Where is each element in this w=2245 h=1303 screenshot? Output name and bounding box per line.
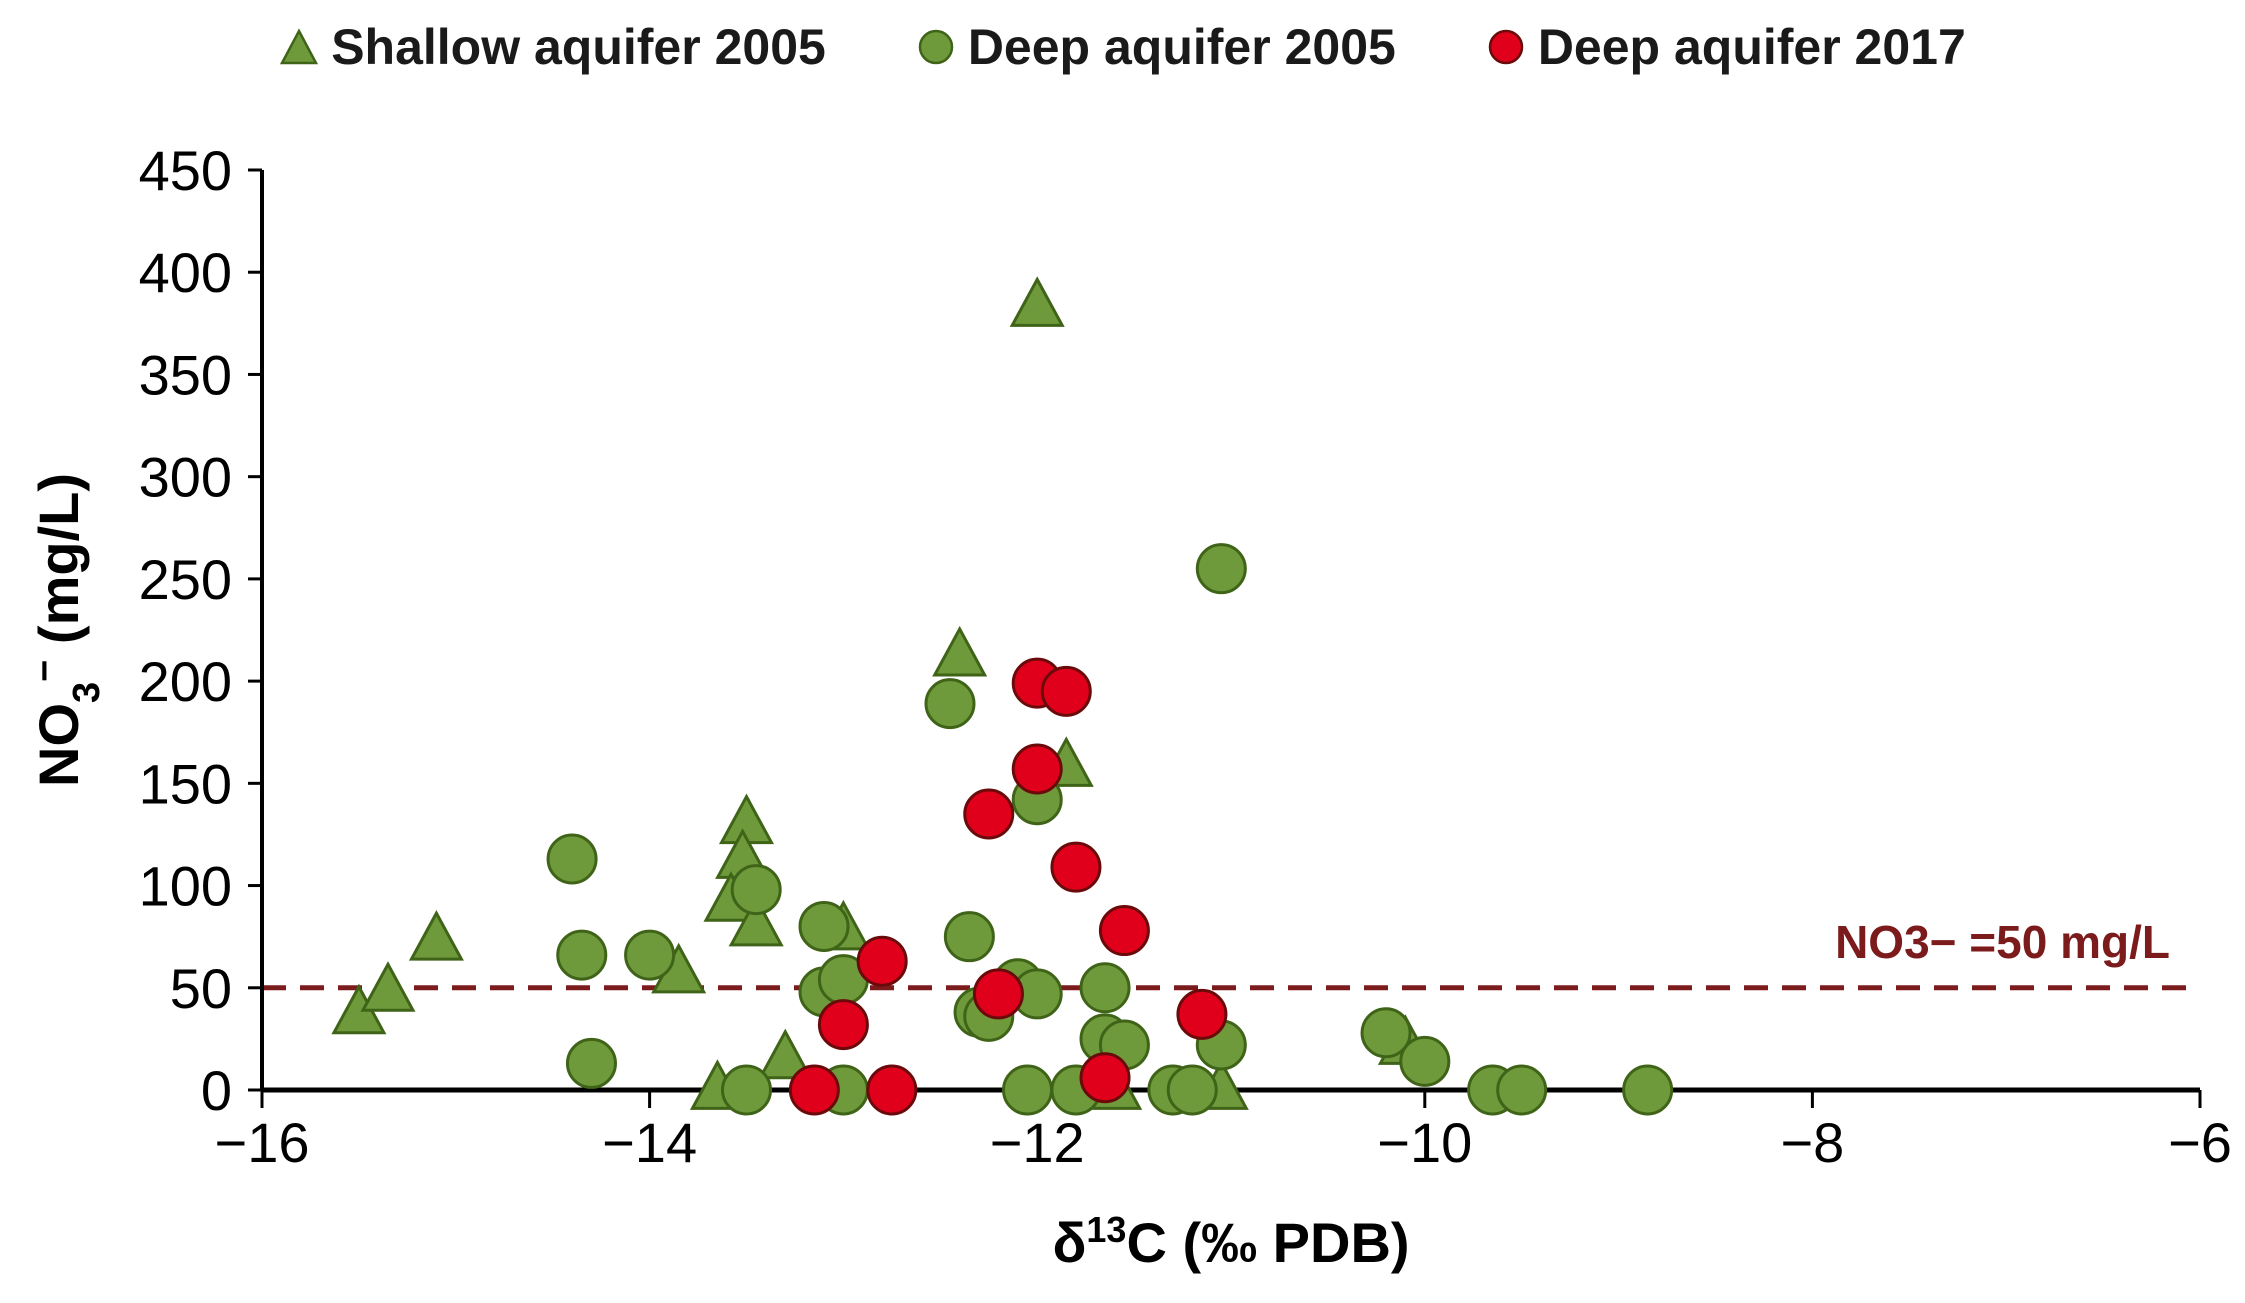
red-circle-point (788, 1064, 840, 1116)
triangle-point (728, 895, 784, 947)
x-tick-label: −14 (602, 1111, 697, 1174)
legend-label: Deep aquifer 2017 (1537, 19, 1966, 75)
red-circle-point (817, 999, 869, 1051)
chart-legend: Shallow aquifer 2005 Deep aquifer 2005 D… (0, 12, 2245, 82)
red-circle-point (972, 968, 1024, 1020)
triangle-point (360, 961, 416, 1012)
y-tick-label: 50 (170, 957, 232, 1020)
green-circle-point (1622, 1064, 1674, 1116)
x-tick-label: −16 (215, 1111, 310, 1174)
green-circle-point (798, 900, 850, 952)
triangle-point (932, 625, 988, 677)
x-tick-label: −8 (1780, 1111, 1844, 1174)
series-2 (546, 543, 1674, 1116)
threshold-label: NO3− =50 mg/L (1835, 916, 2170, 968)
green-circle-point (924, 678, 976, 730)
x-axis-title: δ13C (‰ PDB) (1052, 1209, 1409, 1275)
y-tick-label: 200 (139, 650, 232, 713)
y-tick-label: 300 (139, 446, 232, 509)
green-circle-point (1079, 962, 1131, 1014)
green-circle-point (1002, 1064, 1054, 1116)
green-circle-point (721, 1064, 772, 1116)
red-circle-point (1011, 743, 1063, 795)
green-circle-point (1399, 1035, 1451, 1087)
red-circle-point (1098, 905, 1150, 957)
y-tick-label: 350 (139, 343, 232, 406)
green-circle-point (565, 1037, 617, 1089)
legend-item-shallow-2005: Shallow aquifer 2005 (279, 18, 826, 76)
y-tick-label: 450 (139, 139, 232, 202)
red-circle-point (1176, 988, 1228, 1040)
green-circle-point (1166, 1064, 1218, 1116)
y-axis-title: NO3− (mg/L) (24, 473, 108, 787)
green-circle-point (1496, 1064, 1548, 1116)
red-circle-point (963, 788, 1015, 840)
x-tick-label: −6 (2168, 1111, 2232, 1174)
y-tick-label: 250 (139, 548, 232, 611)
circle-icon (1488, 29, 1524, 65)
red-circle-point (856, 935, 908, 987)
circle-icon (918, 29, 954, 65)
red-circle-point (1040, 665, 1092, 717)
triangle-point (1009, 276, 1065, 327)
y-tick-label: 0 (201, 1059, 232, 1122)
legend-item-deep-2017: Deep aquifer 2017 (1486, 18, 1966, 76)
red-circle-point (866, 1064, 918, 1116)
legend-item-deep-2005: Deep aquifer 2005 (916, 18, 1396, 76)
threshold-layer: NO3− =50 mg/L (262, 916, 2200, 991)
y-tick-label: 100 (139, 855, 232, 918)
green-circle-point (546, 833, 598, 885)
y-tick-label: 400 (139, 241, 232, 304)
y-tick-label: 150 (139, 752, 232, 815)
x-tick-label: −12 (990, 1111, 1085, 1174)
green-circle-point (624, 929, 676, 981)
x-tick-label: −10 (1377, 1111, 1472, 1174)
data-points (331, 276, 1674, 1116)
green-circle-point (730, 864, 782, 916)
green-circle-point (556, 929, 608, 981)
legend-label: Deep aquifer 2005 (967, 19, 1396, 75)
red-circle-point (1050, 841, 1102, 893)
series-3 (788, 657, 1228, 1116)
triangle-point (757, 1028, 813, 1080)
axis-labels: 0 50 100 150 200 250 300 350 400 450 −16 −14 −12 −10 −… (24, 139, 2232, 1274)
green-circle-point (943, 911, 995, 963)
green-circle-point (1360, 1007, 1412, 1059)
triangle-icon (280, 28, 319, 65)
triangle-point (408, 910, 464, 961)
red-circle-point (1079, 1052, 1131, 1104)
green-circle-point (1195, 543, 1247, 595)
legend-label: Shallow aquifer 2005 (331, 19, 826, 75)
